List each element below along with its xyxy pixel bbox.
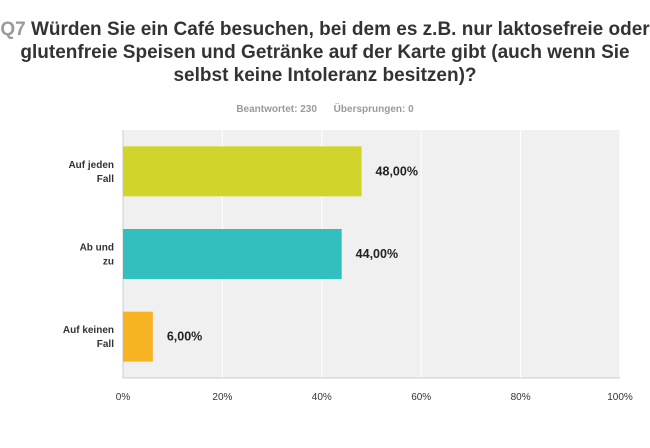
x-tick-label: 20% [212, 392, 232, 403]
x-tick-label: 40% [312, 392, 332, 403]
category-label: Auf keinen Fall [63, 325, 114, 350]
category-label: Ab und zu [80, 243, 114, 268]
data-label: 6,00% [167, 330, 202, 344]
x-tick-label: 60% [411, 392, 431, 403]
answered-count: Beantwortet: 230 [236, 104, 317, 115]
question-number: Q7 [0, 19, 26, 40]
question-text: Würden Sie ein Café besuchen, bei dem es… [20, 19, 650, 86]
bar [123, 311, 153, 362]
data-label: 44,00% [356, 247, 398, 261]
x-tick-label: 80% [511, 392, 531, 403]
bar [123, 146, 362, 197]
skipped-count: Übersprungen: 0 [333, 104, 414, 115]
data-label: 48,00% [376, 164, 418, 178]
x-tick-label: 0% [116, 392, 131, 403]
category-label: Auf jeden Fall [68, 160, 114, 185]
chart-title: Q7 Würden Sie ein Café besuchen, bei dem… [0, 18, 650, 87]
bar [123, 229, 342, 279]
response-stats: Beantwortet: 230 Übersprungen: 0 [0, 104, 650, 115]
x-tick-label: 100% [607, 392, 633, 403]
